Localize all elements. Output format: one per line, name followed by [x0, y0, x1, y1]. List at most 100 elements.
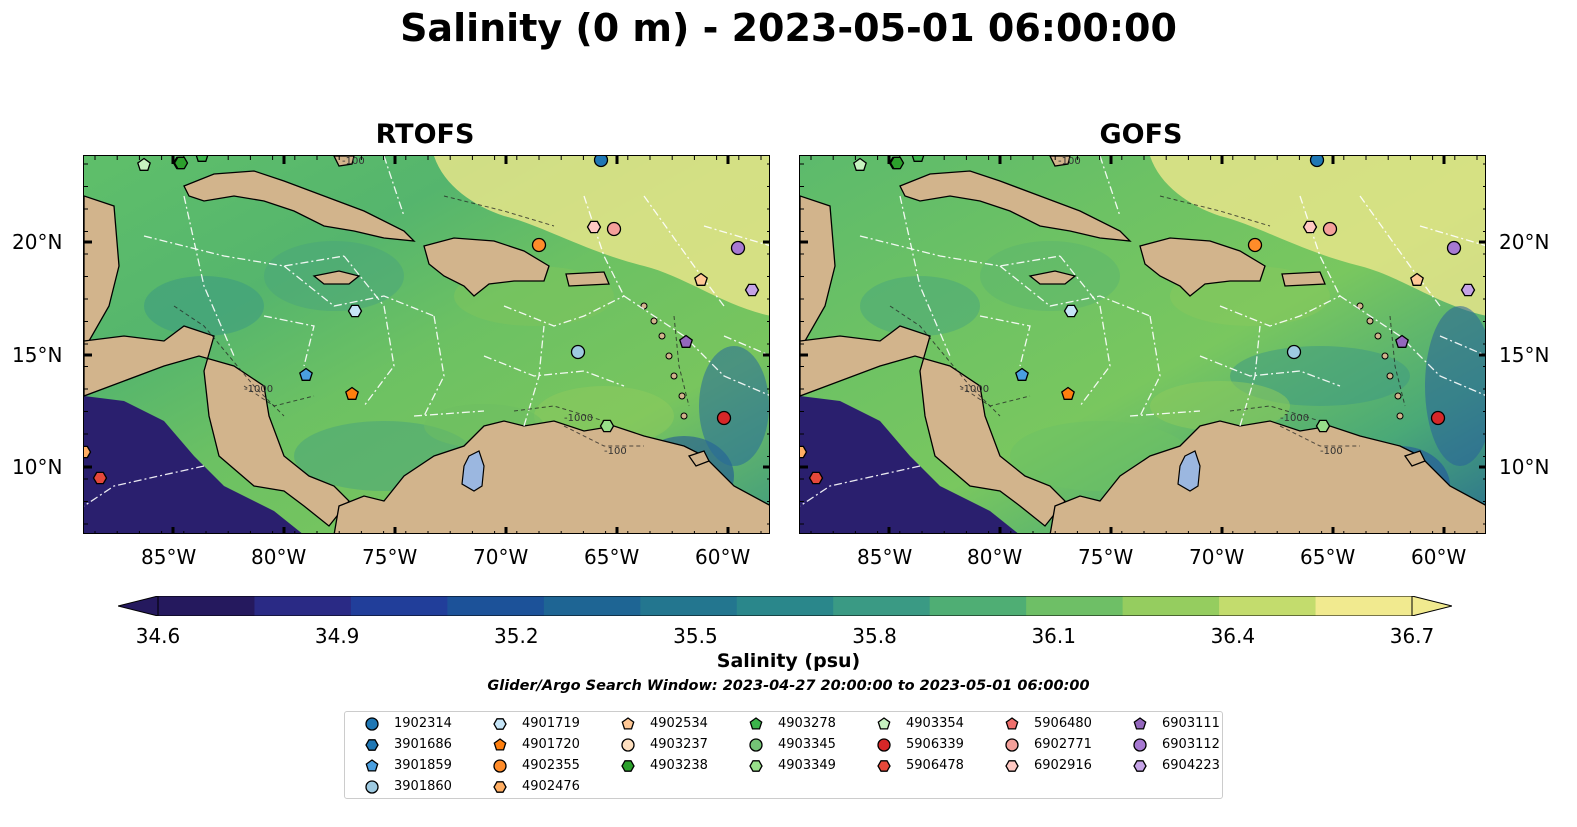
float-marker-4902355 — [531, 237, 547, 253]
legend-label: 4903238 — [650, 758, 708, 773]
legend-label: 4902476 — [522, 779, 580, 794]
float-marker-6903112 — [730, 240, 746, 256]
float-marker-4903354 — [853, 157, 867, 171]
bathymetry-contour-label: -1000 — [1280, 413, 1309, 424]
colorbar-tick-label: 35.8 — [852, 624, 897, 648]
circle-marker-icon — [365, 780, 379, 794]
float-marker-4902534 — [1410, 272, 1424, 286]
legend-label: 4903354 — [906, 716, 964, 731]
bathymetry-contour-label: -100 — [342, 156, 365, 167]
circle-marker-icon — [1005, 738, 1019, 752]
colorbar-segment — [447, 596, 545, 616]
float-marker-1902314 — [1309, 156, 1325, 168]
pentagon-marker-icon — [749, 717, 763, 730]
lat-label-20n-right: 20°N — [1499, 230, 1550, 254]
float-marker-5906478 — [808, 471, 824, 485]
colorbar-tick-label: 36.7 — [1389, 624, 1435, 648]
colorbar-segment — [1315, 596, 1413, 616]
legend-label: 4901719 — [522, 716, 580, 731]
colorbar-segment — [350, 596, 448, 616]
float-marker-4903238 — [173, 156, 189, 170]
hexagon-marker-icon — [1133, 760, 1147, 772]
legend-label: 1902314 — [394, 716, 452, 731]
circle-marker-icon — [621, 738, 635, 752]
circle-marker-icon — [365, 717, 379, 731]
lon-label-70w-rtofs: 70°W — [473, 545, 529, 569]
map-rtofs: -100 -1000 -1000 -100 — [83, 155, 770, 534]
colorbar-segment — [254, 596, 352, 616]
lake-maracaibo — [1177, 450, 1201, 492]
float-marker-6902771 — [606, 221, 622, 237]
legend-label: 3901686 — [394, 737, 452, 752]
cuba — [899, 170, 1132, 242]
float-marker-4901720 — [1061, 386, 1075, 400]
circle-marker-icon — [749, 738, 763, 752]
colorbar-tick-label: 34.9 — [314, 624, 360, 648]
float-marker-3901860 — [570, 344, 586, 360]
circle-marker-icon — [493, 759, 507, 773]
search-window-caption: Glider/Argo Search Window: 2023-04-27 20… — [487, 678, 1090, 694]
float-marker-4903354 — [137, 157, 151, 171]
float-marker-3901859 — [299, 367, 313, 381]
bathymetry-contour-label: -100 — [1320, 446, 1343, 457]
legend-label: 4903349 — [778, 758, 836, 773]
colorbar-extend-max — [1411, 595, 1453, 617]
colorbar-segment — [1026, 596, 1124, 616]
float-marker-6904223 — [744, 283, 760, 297]
float-marker-5906478 — [92, 471, 108, 485]
float-marker-6904223 — [1460, 283, 1476, 297]
lat-label-10n-left: 10°N — [12, 455, 63, 479]
float-marker-4903278 — [911, 156, 925, 162]
bathymetry-contour-label: -1000 — [564, 413, 593, 424]
colorbar-segment — [736, 596, 834, 616]
colorbar-tick-label: 35.2 — [494, 624, 539, 648]
float-marker-3901859 — [1015, 367, 1029, 381]
colorbar-segment — [1122, 596, 1220, 616]
pentagon-marker-icon — [877, 717, 891, 730]
lon-label-60w-rtofs: 60°W — [695, 545, 751, 569]
lat-label-15n-left: 15°N — [12, 343, 63, 367]
colorbar-label: Salinity (psu) — [716, 650, 861, 672]
float-marker-4901719 — [347, 304, 363, 318]
float-marker-4902476 — [800, 445, 808, 459]
float-marker-4903349 — [1315, 419, 1331, 433]
lon-label-75w-rtofs: 75°W — [362, 545, 418, 569]
legend-label: 3901860 — [394, 779, 452, 794]
lon-label-60w-gofs: 60°W — [1411, 545, 1467, 569]
colorbar-segment — [929, 596, 1027, 616]
lon-label-80w-gofs: 80°W — [967, 545, 1023, 569]
pentagon-marker-icon — [1005, 717, 1019, 730]
float-marker-4903278 — [195, 156, 209, 162]
float-marker-6902916 — [1302, 220, 1318, 234]
legend-label: 4903237 — [650, 737, 708, 752]
map-gofs: -100 -1000 -1000 -100 — [799, 155, 1486, 534]
colorbar-tick-label: 36.1 — [1031, 624, 1076, 648]
legend-label: 5906480 — [1034, 716, 1092, 731]
lon-label-85w-gofs: 85°W — [857, 545, 913, 569]
float-marker-6903111 — [1395, 334, 1409, 348]
colorbar-extend-min — [117, 595, 159, 617]
legend-label: 6902916 — [1034, 758, 1092, 773]
legend-label: 4902355 — [522, 758, 580, 773]
colorbar — [117, 595, 1453, 620]
hexagon-marker-icon — [877, 760, 891, 772]
lat-label-10n-right: 10°N — [1499, 455, 1550, 479]
colorbar-tick-label: 34.6 — [135, 624, 181, 648]
float-marker-4902355 — [1247, 237, 1263, 253]
hexagon-marker-icon — [621, 760, 635, 772]
bathymetry-contour-label: -1000 — [960, 384, 989, 395]
bathymetry-contour-label: -100 — [604, 446, 627, 457]
bathymetry-contour-label: -100 — [1058, 156, 1081, 167]
lake-maracaibo — [461, 450, 485, 492]
main-title: Salinity (0 m) - 2023-05-01 06:00:00 — [400, 6, 1177, 50]
panel-title-gofs: GOFS — [1099, 119, 1183, 150]
pentagon-marker-icon — [1133, 717, 1147, 730]
float-marker-1902314 — [593, 156, 609, 168]
legend-label: 5906339 — [906, 737, 964, 752]
hexagon-marker-icon — [493, 718, 507, 730]
legend-label: 6903112 — [1162, 737, 1220, 752]
lat-label-20n-left: 20°N — [12, 230, 63, 254]
colorbar-segment — [1219, 596, 1317, 616]
circle-marker-icon — [1133, 738, 1147, 752]
lon-label-65w-rtofs: 65°W — [584, 545, 640, 569]
